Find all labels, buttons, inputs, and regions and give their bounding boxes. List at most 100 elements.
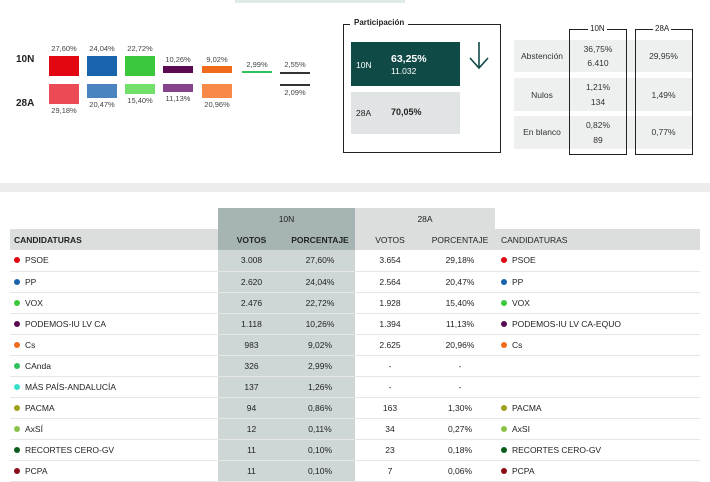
table-header-row: CANDIDATURAS VOTOS PORCENTAJE VOTOS PORC… — [10, 229, 700, 250]
candidatura-28a: VOX — [495, 292, 700, 314]
party-color-dot — [501, 320, 507, 327]
party-color-dot — [14, 383, 20, 390]
party-color-dot — [501, 425, 507, 432]
votos-28a: 34 — [355, 418, 425, 440]
stat-10n-pct: 1,21% — [585, 82, 611, 92]
bar-10n — [242, 71, 272, 73]
bar-label-10n: 27,60% — [51, 44, 77, 53]
bar-label-10n: 22,72% — [127, 44, 153, 53]
party-color-dot — [14, 362, 20, 369]
results-table: 10N 28A CANDIDATURAS VOTOS PORCENTAJE VO… — [10, 208, 700, 482]
porcentaje-28a: 20,96% — [425, 334, 495, 356]
candidatura-10n: Cs — [10, 334, 218, 356]
candidatura-28a — [495, 376, 700, 398]
stat-10n-count: 6.410 — [587, 58, 609, 68]
votos-28a: 1.928 — [355, 292, 425, 314]
row-label-10n: 10N — [16, 54, 35, 65]
porcentaje-28a: 0,27% — [425, 418, 495, 440]
bar-28a — [163, 84, 193, 92]
votos-28a: 3.654 — [355, 250, 425, 272]
stat-10n-count: 134 — [590, 97, 606, 107]
participacion-current-count: 11.032 — [391, 66, 417, 76]
participacion-current-pct: 63,25% — [391, 53, 427, 65]
candidatura-28a: AxSI — [495, 418, 700, 440]
porcentaje-28a: 11,13% — [425, 313, 495, 335]
table-group-header-row: 10N 28A — [10, 208, 700, 229]
porcentaje-10n: 22,72% — [285, 292, 355, 314]
party-color-dot — [501, 341, 507, 348]
stat-row-abstencion: Abstención 36,75% 6.410 29,95% — [514, 40, 692, 72]
header-porcentaje-28a: PORCENTAJE — [431, 234, 489, 245]
votos-10n: 326 — [218, 355, 285, 377]
stats-28a-column-frame — [635, 29, 693, 155]
stat-28a-value: 29,95% — [649, 51, 678, 61]
porcentaje-28a: 15,40% — [425, 292, 495, 314]
header-porcentaje-10n: PORCENTAJE — [285, 229, 355, 250]
bar-28a — [87, 84, 117, 98]
bar-28a — [125, 84, 155, 94]
bar-label-28a: 2,09% — [284, 87, 306, 97]
row-label-28a: 28A — [16, 98, 35, 109]
party-color-dot — [14, 278, 20, 285]
participacion-current: 10N 63,25% 11.032 — [351, 42, 460, 86]
table-row: RECORTES CERO-GV 11 0,10% 23 0,18% RECORTES C… — [10, 439, 700, 461]
party-color-dot — [14, 341, 20, 348]
stats-10n-header: 10N — [588, 24, 607, 33]
header-votos-10n: VOTOS — [218, 229, 285, 250]
candidatura-10n: VOX — [10, 292, 218, 314]
candidatura-10n: PODEMOS-IU LV CA — [10, 313, 218, 335]
bar-10n — [125, 56, 155, 76]
stat-28a-value: 1,49% — [651, 90, 676, 100]
table-row: MÁS PAÍS-ANDALUCÍA 137 1,26% - - — [10, 376, 700, 398]
party-color-dot — [14, 404, 20, 411]
porcentaje-10n: 0,10% — [285, 439, 355, 461]
stat-label: Abstención — [520, 51, 564, 61]
participacion-previous: 28A 70,05% — [351, 92, 460, 134]
votos-10n: 11 — [218, 439, 285, 461]
candidatura-28a: Cs — [495, 334, 700, 356]
bar-label-10n: 24,04% — [89, 44, 115, 53]
bar-label-28a: 15,40% — [127, 96, 153, 105]
porcentaje-10n: 1,26% — [285, 376, 355, 398]
votos-10n: 137 — [218, 376, 285, 398]
bar-label-28a: 29,18% — [51, 106, 77, 115]
table-row: CAnda 326 2,99% - - — [10, 355, 700, 377]
candidatura-28a: PACMA — [495, 397, 700, 419]
participacion-previous-label: 28A — [356, 108, 372, 118]
table-row: VOX 2.476 22,72% 1.928 15,40% VOX — [10, 292, 700, 314]
stat-10n-count: 89 — [593, 135, 603, 145]
candidatura-10n: AxSÍ — [10, 418, 218, 440]
bar-label-10n: 2,55% — [284, 60, 306, 69]
party-color-dot — [501, 467, 507, 474]
stat-10n-pct: 0,82% — [585, 120, 611, 130]
porcentaje-10n: 9,02% — [285, 334, 355, 356]
stat-10n-pct: 36,75% — [583, 44, 613, 54]
section-divider — [0, 183, 710, 192]
participacion-title: Participación — [350, 18, 409, 27]
porcentaje-10n: 0,11% — [285, 418, 355, 440]
bar-10n — [280, 72, 310, 74]
porcentaje-10n: 10,26% — [285, 313, 355, 335]
table-row: PP 2.620 24,04% 2.564 20,47% PP — [10, 271, 700, 293]
porcentaje-28a: 0,18% — [425, 439, 495, 461]
porcentaje-10n: 0,86% — [285, 397, 355, 419]
candidatura-28a — [495, 355, 700, 377]
votos-10n: 12 — [218, 418, 285, 440]
results-bar-chart: 10N 28A 27,60% 29,18% 24,04% 20,47% 22,72% 15… — [0, 36, 330, 126]
party-color-dot — [501, 278, 507, 285]
bar-10n — [163, 66, 193, 73]
party-color-dot — [501, 404, 507, 411]
party-color-dot — [501, 299, 507, 306]
top-accent-line — [235, 0, 405, 3]
porcentaje-28a: - — [425, 355, 495, 377]
bar-label-28a: 20,96% — [204, 100, 230, 109]
bar-label-28a: 20,47% — [89, 100, 115, 109]
stat-row-en-blanco: En blanco 0,82% 89 0,77% — [514, 116, 692, 149]
bar-10n — [49, 56, 79, 76]
porcentaje-28a: - — [425, 376, 495, 398]
candidatura-10n: MÁS PAÍS-ANDALUCÍA — [10, 376, 218, 398]
votos-10n: 94 — [218, 397, 285, 419]
party-color-dot — [501, 446, 507, 453]
candidatura-10n: RECORTES CERO-GV — [10, 439, 218, 461]
table-row: Cs 983 9,02% 2.625 20,96% Cs — [10, 334, 700, 356]
